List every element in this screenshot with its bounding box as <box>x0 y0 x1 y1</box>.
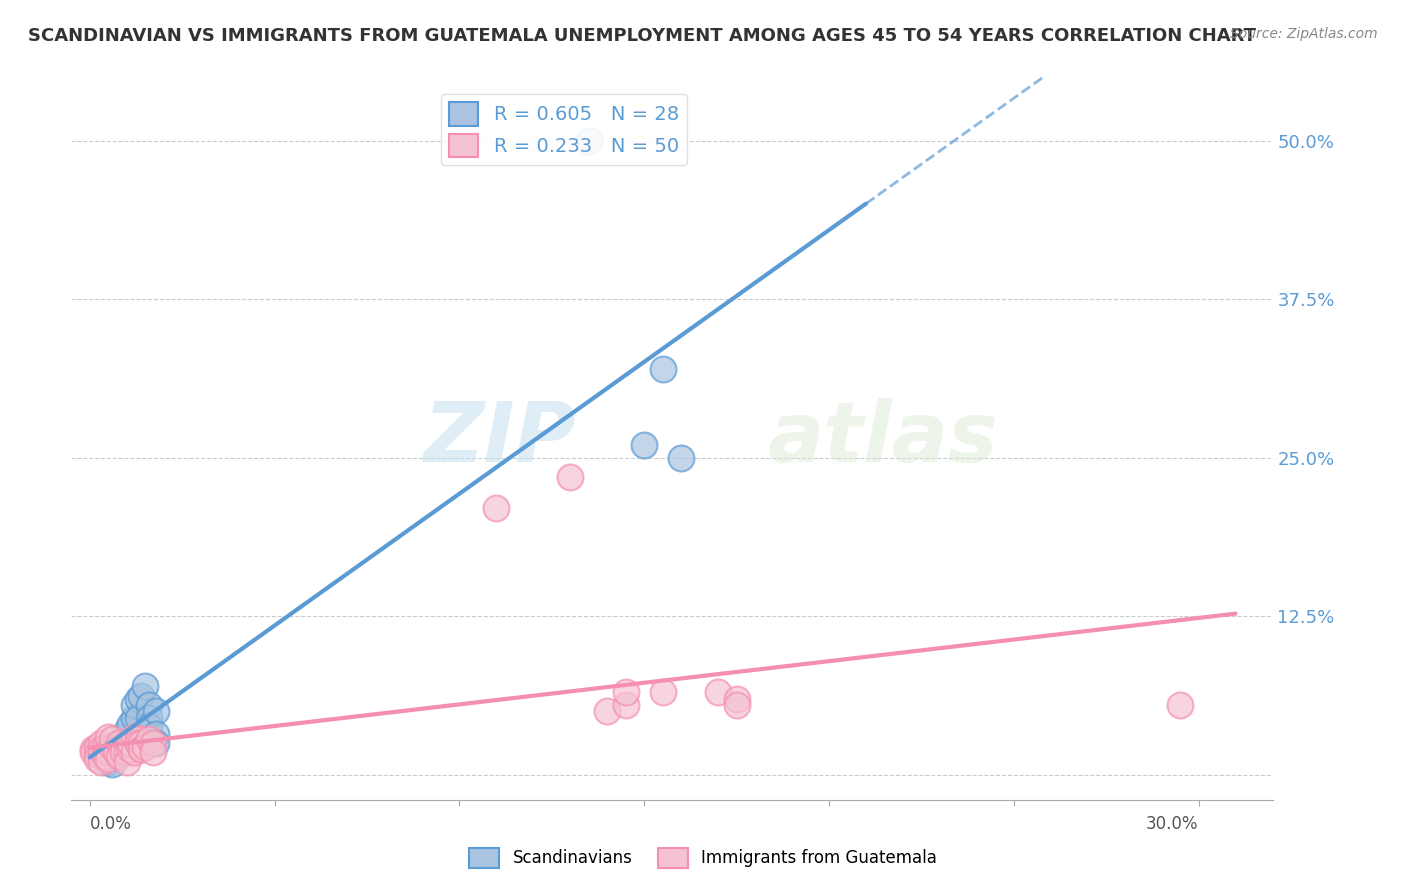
Text: ZIP: ZIP <box>423 398 576 479</box>
Point <box>111 739 134 754</box>
Point <box>138 732 160 747</box>
Point <box>82 745 104 759</box>
Point <box>485 501 508 516</box>
Point <box>725 691 748 706</box>
Point <box>560 469 582 483</box>
Point <box>120 742 142 756</box>
Point <box>108 736 131 750</box>
Point <box>651 362 673 376</box>
Point <box>131 689 153 703</box>
Point <box>93 752 115 766</box>
Point <box>138 719 160 733</box>
Point <box>131 742 153 756</box>
Point <box>707 685 730 699</box>
Point <box>614 685 637 699</box>
Point <box>97 745 120 759</box>
Point <box>1168 698 1191 712</box>
Point <box>90 748 112 763</box>
Point <box>120 736 142 750</box>
Point <box>97 755 120 769</box>
Point <box>669 450 692 465</box>
Point <box>108 748 131 763</box>
Text: Source: ZipAtlas.com: Source: ZipAtlas.com <box>1230 27 1378 41</box>
Point <box>725 698 748 712</box>
Point <box>596 704 619 718</box>
Point <box>104 745 127 759</box>
Point <box>97 742 120 756</box>
Point <box>90 748 112 763</box>
Point <box>108 736 131 750</box>
Point <box>97 752 120 766</box>
Point <box>97 730 120 744</box>
Point <box>115 723 138 738</box>
Point <box>145 736 167 750</box>
Point <box>142 736 165 750</box>
Point <box>111 745 134 759</box>
Point <box>104 742 127 756</box>
Point <box>101 739 124 754</box>
Point <box>101 739 124 754</box>
Text: 30.0%: 30.0% <box>1146 815 1198 833</box>
Point <box>86 742 108 756</box>
Point <box>127 732 149 747</box>
Text: SCANDINAVIAN VS IMMIGRANTS FROM GUATEMALA UNEMPLOYMENT AMONG AGES 45 TO 54 YEARS: SCANDINAVIAN VS IMMIGRANTS FROM GUATEMAL… <box>28 27 1256 45</box>
Point <box>115 745 138 759</box>
Point <box>120 717 142 731</box>
Point <box>138 710 160 724</box>
Point <box>614 698 637 712</box>
Point <box>86 752 108 766</box>
Point <box>93 748 115 763</box>
Point <box>578 134 600 148</box>
Point <box>90 742 112 756</box>
Point <box>86 747 108 762</box>
Point <box>142 745 165 759</box>
Point <box>122 698 145 712</box>
Point <box>127 710 149 724</box>
Point <box>651 685 673 699</box>
Legend: R = 0.605   N = 28, R = 0.233   N = 50: R = 0.605 N = 28, R = 0.233 N = 50 <box>441 95 686 165</box>
Point <box>111 730 134 744</box>
Point <box>633 438 655 452</box>
Point <box>127 736 149 750</box>
Point <box>101 757 124 772</box>
Point <box>90 736 112 750</box>
Legend: Scandinavians, Immigrants from Guatemala: Scandinavians, Immigrants from Guatemala <box>463 841 943 875</box>
Point <box>97 745 120 759</box>
Point <box>93 739 115 754</box>
Text: atlas: atlas <box>768 398 998 479</box>
Point <box>145 704 167 718</box>
Point <box>138 698 160 712</box>
Point <box>131 736 153 750</box>
Point <box>115 736 138 750</box>
Point <box>134 739 156 754</box>
Point <box>104 748 127 763</box>
Point <box>131 742 153 756</box>
Point <box>82 742 104 756</box>
Point <box>122 730 145 744</box>
Point <box>86 739 108 754</box>
Point <box>90 755 112 769</box>
Point <box>93 745 115 759</box>
Point <box>145 727 167 741</box>
Point <box>115 755 138 769</box>
Point <box>122 745 145 759</box>
Text: 0.0%: 0.0% <box>90 815 132 833</box>
Point <box>101 732 124 747</box>
Point <box>134 679 156 693</box>
Point <box>122 710 145 724</box>
Point <box>127 691 149 706</box>
